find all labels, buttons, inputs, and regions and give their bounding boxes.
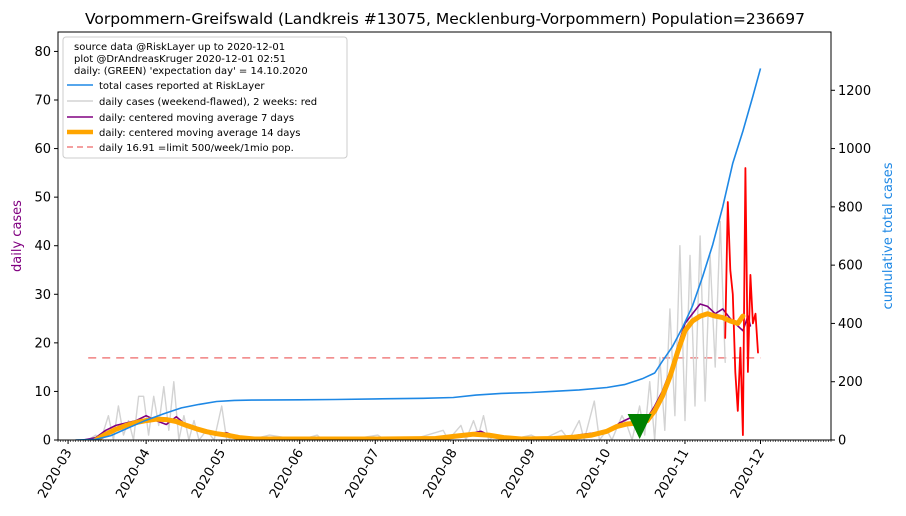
legend-header-line: daily: (GREEN) 'expectation day' = 14.10… [74, 66, 308, 77]
y-right-tick-label: 800 [838, 200, 863, 215]
y-right-axis-label: cumulative total cases [881, 162, 896, 309]
plot-frame [57, 31, 832, 441]
y-left-tick-label: 40 [34, 239, 51, 254]
legend-header-line: plot @DrAndreasKruger 2020-12-01 02:51 [74, 54, 286, 65]
y-right-tick-label: 600 [838, 259, 863, 274]
legend-header-line: source data @RiskLayer up to 2020-12-01 [74, 42, 285, 53]
y-right-tick-label: 1000 [838, 142, 871, 157]
y-left-tick-label: 0 [43, 434, 51, 449]
y-left-tick-label: 20 [34, 336, 51, 351]
expectation-day-marker [627, 414, 652, 439]
y-left-tick-label: 50 [34, 191, 51, 206]
legend-entry-limit: daily 16.91 =limit 500/week/1mio pop. [99, 143, 294, 154]
series-moving-average-14 [93, 311, 746, 440]
series-layer [74, 68, 762, 440]
legend-entry-daily: daily cases (weekend-flawed), 2 weeks: r… [99, 97, 317, 108]
legend-entry-ma14: daily: centered moving average 14 days [99, 128, 300, 139]
series-daily-cases [74, 220, 726, 440]
y-right-tick-label: 400 [838, 317, 863, 332]
y-right-tick-label: 0 [838, 434, 846, 449]
y-right-tick-label: 200 [838, 375, 863, 390]
y-left-tick-label: 60 [34, 142, 51, 157]
y-left-tick-label: 80 [34, 45, 51, 60]
legend-entry-total: total cases reported at RiskLayer [99, 81, 265, 92]
chart-title: Vorpommern-Greifswald (Landkreis #13075,… [85, 10, 805, 28]
legend: source data @RiskLayer up to 2020-12-01 … [62, 36, 348, 159]
series-total-cases [75, 68, 762, 440]
y-right-tick-label: 1200 [838, 84, 871, 99]
legend-entry-ma7: daily: centered moving average 7 days [99, 113, 294, 124]
legend-box [62, 36, 348, 159]
y-left-axis: 0 10 20 30 40 50 60 70 80 [34, 45, 58, 449]
y-left-tick-label: 10 [34, 385, 51, 400]
y-right-axis: 0 200 400 600 800 1000 1200 [831, 84, 871, 449]
series-daily-recent [724, 167, 759, 436]
y-left-axis-label: daily cases [10, 200, 25, 272]
plot-area [74, 68, 762, 440]
y-left-tick-label: 30 [34, 288, 51, 303]
y-left-tick-label: 70 [34, 94, 51, 109]
